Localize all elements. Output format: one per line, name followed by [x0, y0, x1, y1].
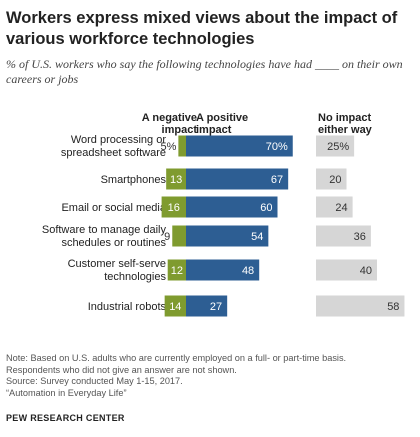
bar-no-impact: [316, 225, 371, 247]
value-label-no-impact: 36: [354, 231, 366, 243]
bar-positive: [186, 259, 260, 281]
bar-negative: [172, 225, 186, 247]
value-label-positive: 48: [242, 265, 254, 277]
value-label-positive: 54: [251, 231, 263, 243]
note-line: Note: Based on U.S. adults who are curre…: [6, 353, 347, 363]
value-label-negative: 14: [169, 301, 181, 313]
header-positive: A positive impact: [196, 112, 249, 136]
value-label-positive: 67: [271, 174, 283, 186]
value-label-no-impact: 20: [329, 174, 341, 186]
category-label: Smartphones: [101, 174, 167, 186]
category-label: Industrial robots: [88, 301, 167, 313]
header-none: No impact either way: [318, 112, 372, 136]
bar-positive: [186, 295, 228, 317]
source-organization: PEW RESEARCH CENTER: [6, 413, 125, 423]
report-title: “Automation in Everyday Life”: [6, 387, 127, 398]
bar-positive: [186, 196, 278, 218]
bar-no-impact: [316, 196, 353, 218]
value-label-positive: 60: [260, 202, 272, 214]
category-label: Email or social media: [61, 202, 166, 214]
chart-subtitle: % of U.S. workers who say the following …: [6, 57, 403, 86]
note-line: Respondents who did not give an answer a…: [6, 364, 237, 375]
bar-no-impact: [316, 135, 355, 157]
category-label: Customer self-serve technologies: [68, 258, 167, 283]
bar-no-impact: [316, 259, 377, 281]
bar-negative: [167, 259, 186, 281]
value-label-no-impact: 40: [360, 265, 372, 277]
notes: Note: Based on U.S. adults who are curre…: [6, 353, 416, 399]
source-line: Source: Survey conducted May 1-15, 2017.: [6, 376, 183, 386]
value-label-no-impact: 24: [335, 202, 347, 214]
category-label: Word processing or spreadsheet software: [61, 134, 167, 159]
bar-no-impact: [316, 295, 405, 317]
bar-negative: [178, 135, 186, 157]
bar-positive: [186, 168, 289, 190]
value-label-positive: 70%: [266, 141, 288, 153]
value-label-no-impact: 25%: [327, 141, 349, 153]
value-label-negative: 13: [170, 174, 182, 186]
bar-negative: [164, 295, 186, 317]
bar-positive: [186, 225, 269, 247]
stacked-bar-chart: Word processing or spreadsheet software5%…: [41, 134, 405, 317]
category-label: Software to manage daily schedules or rou…: [42, 224, 167, 249]
bar-no-impact: [316, 168, 347, 190]
bar-negative: [166, 168, 186, 190]
bar-negative: [161, 196, 186, 218]
value-label-negative: 9: [164, 231, 170, 243]
header-negative: A negative impact: [141, 112, 197, 136]
value-label-negative: 5%: [160, 141, 176, 153]
value-label-negative: 12: [171, 265, 183, 277]
chart-title: Workers express mixed views about the im…: [6, 9, 398, 48]
value-label-positive: 27: [210, 301, 222, 313]
value-label-negative: 16: [168, 202, 180, 214]
bar-positive: [186, 135, 293, 157]
value-label-no-impact: 58: [387, 301, 399, 313]
